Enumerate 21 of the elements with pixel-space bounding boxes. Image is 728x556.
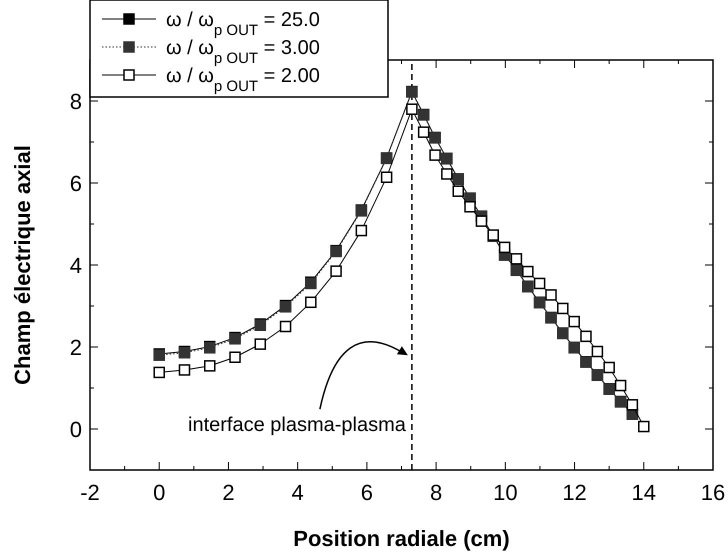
y-tick-label: 6 bbox=[70, 171, 82, 196]
x-tick-label: -2 bbox=[80, 480, 100, 505]
x-axis-title: Position radiale (cm) bbox=[293, 526, 510, 551]
x-tick-label: 4 bbox=[292, 480, 304, 505]
legend-label: ω / ω$_{p OUT}$ = 2.00 bbox=[166, 65, 320, 94]
legend-label: ω / ω$_{p OUT}$ = 25.0 bbox=[166, 9, 320, 38]
x-tick-label: 2 bbox=[222, 480, 235, 505]
x-tick-label: 8 bbox=[430, 480, 442, 505]
x-tick-label: 12 bbox=[562, 480, 587, 505]
y-tick-label: 0 bbox=[70, 417, 82, 442]
annotation: interface plasma-plasma bbox=[188, 414, 407, 436]
y-tick-label: 8 bbox=[70, 89, 82, 114]
x-tick-label: 10 bbox=[493, 480, 518, 505]
y-tick-label: 4 bbox=[70, 253, 82, 278]
x-tick-label: 14 bbox=[632, 480, 656, 505]
x-tick-label: 6 bbox=[360, 480, 374, 505]
legend-label: ω / ω$_{p OUT}$ = 3.00 bbox=[166, 37, 320, 66]
x-tick-label: 0 bbox=[153, 480, 166, 505]
y-axis-title: Champ électrique axial bbox=[10, 145, 35, 385]
y-tick-label: 2 bbox=[70, 335, 82, 360]
x-tick-label: 16 bbox=[700, 480, 726, 505]
